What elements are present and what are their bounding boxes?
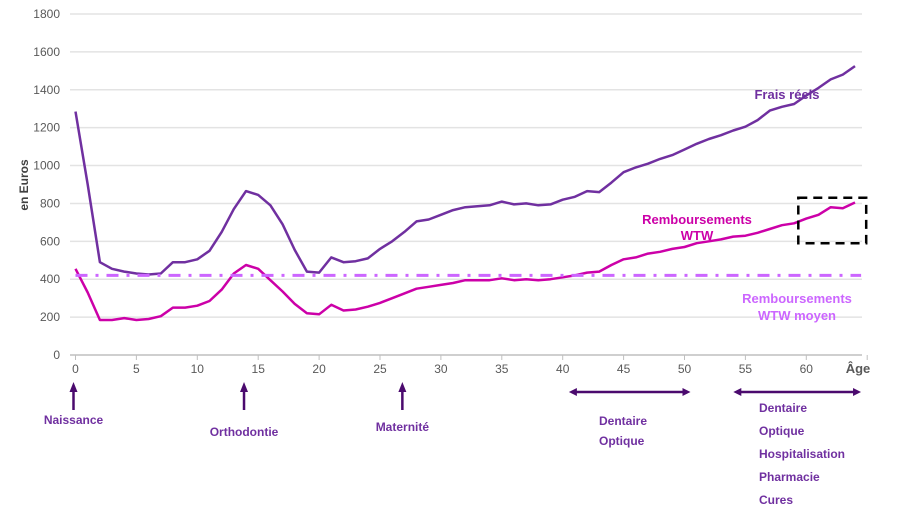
y-tick-label: 0 (53, 348, 60, 362)
y-axis-label: en Euros (17, 159, 31, 211)
arrow-head-icon (682, 388, 691, 396)
y-axis-ticks: 0 200 400 600 800 1000 1200 1400 1600 1800 (33, 7, 60, 362)
annotation-label: Pharmacie (759, 470, 820, 484)
highlight-box (797, 196, 868, 245)
series-label-moyen-wtw: WTW moyen (758, 308, 836, 323)
y-tick-label: 800 (40, 196, 60, 210)
annotation-label: Optique (759, 424, 805, 438)
y-tick-label: 1600 (33, 45, 60, 59)
annotation-label: Dentaire (599, 414, 647, 428)
arrow-head-icon (69, 382, 78, 392)
annotations: Naissance Orthodontie Maternité Dentaire Opt… (44, 382, 862, 507)
x-axis-label: Âge (846, 361, 871, 376)
annotation-label: Orthodontie (210, 425, 279, 439)
arrow-head-icon (853, 388, 862, 396)
arrow-head-icon (733, 388, 742, 396)
x-tick-label: 5 (133, 362, 140, 376)
x-tick-label: 50 (678, 362, 692, 376)
arrow-head-icon (240, 382, 249, 392)
x-tick-label: 45 (617, 362, 631, 376)
annotation-label: Hospitalisation (759, 447, 845, 461)
y-tick-label: 600 (40, 234, 60, 248)
series-label-remboursements-wtw: WTW (681, 228, 714, 243)
annotation-label: Optique (599, 434, 645, 448)
y-tick-label: 400 (40, 272, 60, 286)
x-tick-label: 35 (495, 362, 509, 376)
series-line-0 (74, 65, 856, 276)
y-tick-label: 1200 (33, 121, 60, 135)
x-tick-label: 20 (312, 362, 326, 376)
series-label-remboursements: Remboursements (642, 212, 752, 227)
x-tick-label: 55 (739, 362, 753, 376)
annotation-label: Maternité (376, 420, 430, 434)
series-group (74, 65, 862, 322)
series-label-frais-reels: Frais réels (754, 87, 819, 102)
annotation-label: Cures (759, 493, 793, 507)
gridlines (70, 13, 862, 356)
arrow-head-icon (568, 388, 577, 396)
x-tick-label: 10 (191, 362, 205, 376)
annotation-label: Dentaire (759, 401, 807, 415)
arrow-head-icon (398, 382, 407, 392)
x-tick-label: 15 (252, 362, 266, 376)
y-tick-label: 1000 (33, 159, 60, 173)
y-tick-label: 1800 (33, 7, 60, 21)
y-tick-label: 1400 (33, 83, 60, 97)
annotation-label: Naissance (44, 413, 104, 427)
y-tick-label: 200 (40, 310, 60, 324)
x-tick-label: 40 (556, 362, 570, 376)
x-tick-label: 30 (434, 362, 448, 376)
x-axis: 0 5 10 15 20 25 30 35 40 45 50 55 60 (72, 355, 868, 376)
x-tick-label: 0 (72, 362, 79, 376)
series-label-moyen: Remboursements (742, 291, 852, 306)
x-tick-label: 60 (800, 362, 814, 376)
x-tick-label: 25 (373, 362, 387, 376)
